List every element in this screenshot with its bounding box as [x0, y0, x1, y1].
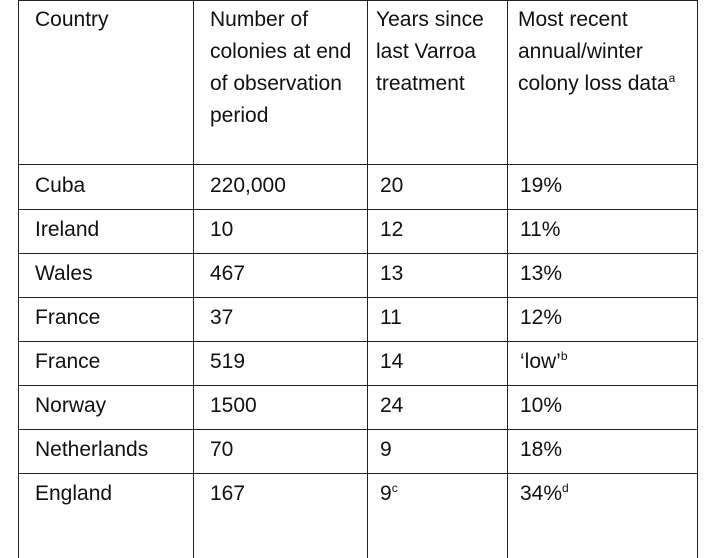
- cell-years: 14: [367, 341, 507, 385]
- cell-country-text: Cuba: [35, 174, 86, 197]
- header-loss: Most recent annual/winter colony loss da…: [507, 0, 697, 164]
- cell-colonies-text: 1500: [210, 394, 257, 417]
- cell-colonies-text: 10: [210, 218, 234, 241]
- cell-country-text: Netherlands: [35, 438, 149, 461]
- cell-colonies-text: 37: [210, 306, 234, 329]
- table-row: France 519 14 ‘low’b: [19, 341, 697, 386]
- cell-country-text: Wales: [35, 262, 93, 285]
- table-row: Norway 1500 24 10%: [19, 385, 697, 430]
- cell-years: 24: [367, 385, 507, 429]
- cell-colonies-text: 519: [210, 350, 246, 373]
- cell-colonies: 37: [193, 297, 367, 341]
- cell-colonies-text: 70: [210, 438, 234, 461]
- cell-years: 12: [367, 209, 507, 253]
- cell-country: England: [19, 473, 193, 558]
- cell-country: Ireland: [19, 209, 193, 253]
- cell-loss-text: 19%: [520, 174, 563, 197]
- header-loss-sup: a: [668, 71, 676, 85]
- cell-loss-text: 11%: [520, 218, 561, 241]
- cell-country-text: France: [35, 306, 101, 329]
- cell-colonies: 1500: [193, 385, 367, 429]
- table-top-rule: [19, 0, 697, 1]
- table-row: Cuba 220,000 20 19%: [19, 165, 697, 210]
- cell-colonies: 70: [193, 429, 367, 473]
- colony-loss-table: Country Number of colonies at end of obs…: [18, 0, 698, 558]
- cell-country: Wales: [19, 253, 193, 297]
- cell-country: France: [19, 297, 193, 341]
- header-colonies: Number of colonies at end of observation…: [193, 0, 367, 164]
- cell-country-text: Norway: [35, 394, 107, 417]
- cell-colonies: 167: [193, 473, 367, 558]
- header-loss-text: Most recent annual/winter colony loss da…: [518, 8, 669, 95]
- cell-colonies: 467: [193, 253, 367, 297]
- cell-years-text: 20: [380, 174, 404, 197]
- cell-colonies-text: 467: [210, 262, 246, 285]
- header-years: Years since last Varroa treatment: [367, 0, 507, 164]
- table-row: France 37 11 12%: [19, 297, 697, 342]
- cell-loss: 13%: [507, 253, 697, 297]
- cell-years-text: 14: [380, 350, 404, 373]
- cell-loss: 12%: [507, 297, 697, 341]
- cell-loss: 10%: [507, 385, 697, 429]
- cell-loss-text: 13%: [520, 262, 563, 285]
- cell-years-footnote: c: [391, 481, 398, 495]
- cell-loss: 34%d: [507, 473, 697, 558]
- table-row: Ireland 10 12 11%: [19, 209, 697, 254]
- cell-colonies: 220,000: [193, 165, 367, 209]
- cell-country-text: Ireland: [35, 218, 100, 241]
- cell-loss-text: 18%: [520, 438, 563, 461]
- cell-loss: 18%: [507, 429, 697, 473]
- cell-years: 9: [367, 429, 507, 473]
- cell-years: 13: [367, 253, 507, 297]
- table-row: Netherlands 70 9 18%: [19, 429, 697, 474]
- cell-country: Netherlands: [19, 429, 193, 473]
- cell-loss-text: 12%: [520, 306, 563, 329]
- cell-loss-footnote: b: [560, 349, 568, 363]
- cell-colonies: 10: [193, 209, 367, 253]
- table-row: England 167 9c 34%d: [19, 473, 697, 558]
- cell-loss: ‘low’b: [507, 341, 697, 385]
- table-row: Wales 467 13 13%: [19, 253, 697, 298]
- cell-years-text: 24: [380, 394, 404, 417]
- cell-country: France: [19, 341, 193, 385]
- cell-country: Cuba: [19, 165, 193, 209]
- cell-loss-footnote: d: [562, 481, 569, 495]
- cell-years-text: 9: [380, 438, 392, 461]
- header-country: Country: [35, 8, 109, 31]
- cell-country-text: France: [35, 350, 101, 373]
- table-header-row: Country Number of colonies at end of obs…: [19, 0, 697, 165]
- cell-years-text: 9: [380, 482, 392, 505]
- cell-loss: 19%: [507, 165, 697, 209]
- cell-country-text: England: [35, 482, 113, 505]
- cell-years-text: 13: [380, 262, 404, 285]
- cell-colonies: 519: [193, 341, 367, 385]
- cell-colonies-text: 220,000: [210, 174, 286, 197]
- cell-loss-text: ‘low’: [520, 350, 561, 373]
- cell-loss-text: 10%: [520, 394, 563, 417]
- cell-country: Norway: [19, 385, 193, 429]
- cell-years-text: 11: [380, 306, 402, 329]
- cell-years-text: 12: [380, 218, 404, 241]
- cell-years: 20: [367, 165, 507, 209]
- cell-years: 9c: [367, 473, 507, 558]
- cell-years: 11: [367, 297, 507, 341]
- cell-colonies-text: 167: [210, 482, 246, 505]
- cell-loss-text: 34%: [520, 482, 563, 505]
- cell-loss: 11%: [507, 209, 697, 253]
